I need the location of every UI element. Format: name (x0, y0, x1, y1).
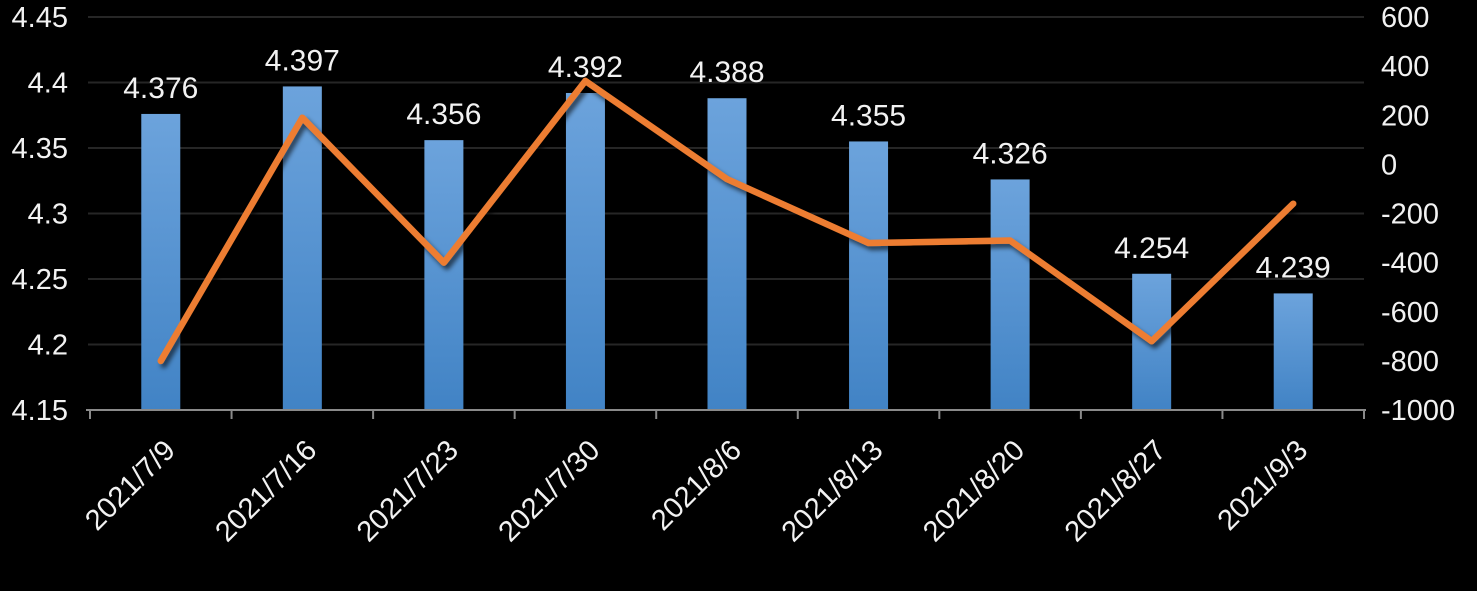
bar-data-label: 4.356 (406, 98, 481, 131)
bar (565, 92, 605, 410)
right-axis-tick-label: -800 (1381, 346, 1439, 378)
right-axis-tick-label: 400 (1381, 51, 1429, 83)
bar-data-label: 4.376 (123, 72, 198, 105)
left-axis-tick-label: 4.3 (28, 199, 68, 231)
left-axis-tick-label: 4.4 (28, 68, 68, 100)
bar (707, 98, 747, 410)
left-axis-tick-label: 4.35 (12, 133, 68, 165)
bar (141, 113, 181, 410)
left-axis-tick-label: 4.25 (12, 264, 68, 296)
right-axis-tick-label: 600 (1381, 2, 1429, 34)
left-axis-tick-label: 4.15 (12, 395, 68, 427)
bar-data-label: 4.239 (1256, 251, 1331, 284)
bar-data-label: 4.326 (973, 137, 1048, 170)
left-axis-tick-label: 4.45 (12, 2, 68, 34)
right-axis-tick-label: -400 (1381, 248, 1439, 280)
bar (990, 179, 1030, 410)
bar (849, 141, 889, 410)
left-axis-tick-label: 4.2 (28, 330, 68, 362)
bar-data-label: 4.397 (265, 44, 340, 77)
bar-data-label: 4.254 (1114, 232, 1189, 265)
right-axis-tick-label: -600 (1381, 297, 1439, 329)
right-axis-tick-label: -200 (1381, 199, 1439, 231)
bar-data-label: 4.388 (689, 56, 764, 89)
bar (1273, 293, 1313, 410)
bar (424, 140, 464, 410)
right-axis-tick-label: -1000 (1381, 395, 1455, 427)
bar-data-label: 4.392 (548, 51, 623, 84)
bar-data-label: 4.355 (831, 99, 906, 132)
right-axis-tick-label: 0 (1381, 149, 1397, 181)
right-axis-tick-label: 200 (1381, 100, 1429, 132)
line-series (157, 77, 1297, 365)
